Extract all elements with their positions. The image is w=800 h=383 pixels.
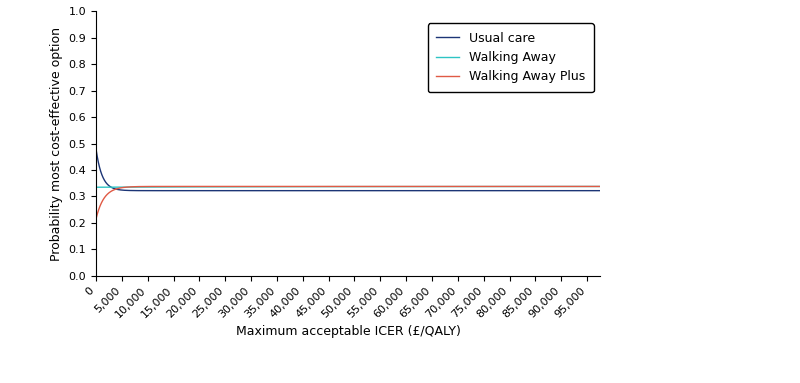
Usual care: [91, 147, 101, 151]
Walking Away: [586, 184, 595, 189]
Walking Away: [531, 184, 541, 189]
Walking Away Plus: [306, 184, 316, 189]
Walking Away Plus: [595, 184, 605, 189]
Walking Away Plus: [378, 184, 387, 189]
Usual care: [306, 188, 316, 193]
Walking Away Plus: [285, 184, 294, 189]
Walking Away: [178, 185, 188, 189]
Usual care: [531, 188, 541, 193]
Walking Away Plus: [91, 217, 101, 221]
Walking Away: [149, 185, 158, 189]
Walking Away: [285, 184, 294, 189]
Usual care: [285, 188, 294, 193]
X-axis label: Maximum acceptable ICER (£/QALY): Maximum acceptable ICER (£/QALY): [235, 326, 461, 339]
Usual care: [312, 188, 322, 193]
Usual care: [586, 188, 595, 193]
Walking Away: [595, 184, 605, 189]
Walking Away: [306, 184, 316, 189]
Line: Usual care: Usual care: [96, 149, 600, 191]
Walking Away: [91, 185, 101, 190]
Walking Away Plus: [586, 184, 595, 189]
Walking Away Plus: [178, 184, 188, 189]
Line: Walking Away Plus: Walking Away Plus: [96, 187, 600, 219]
Walking Away Plus: [531, 184, 541, 189]
Usual care: [149, 188, 158, 193]
Walking Away Plus: [149, 184, 158, 189]
Legend: Usual care, Walking Away, Walking Away Plus: Usual care, Walking Away, Walking Away P…: [427, 23, 594, 92]
Usual care: [178, 188, 188, 193]
Usual care: [595, 188, 605, 193]
Y-axis label: Probability most cost-effective option: Probability most cost-effective option: [50, 27, 63, 260]
